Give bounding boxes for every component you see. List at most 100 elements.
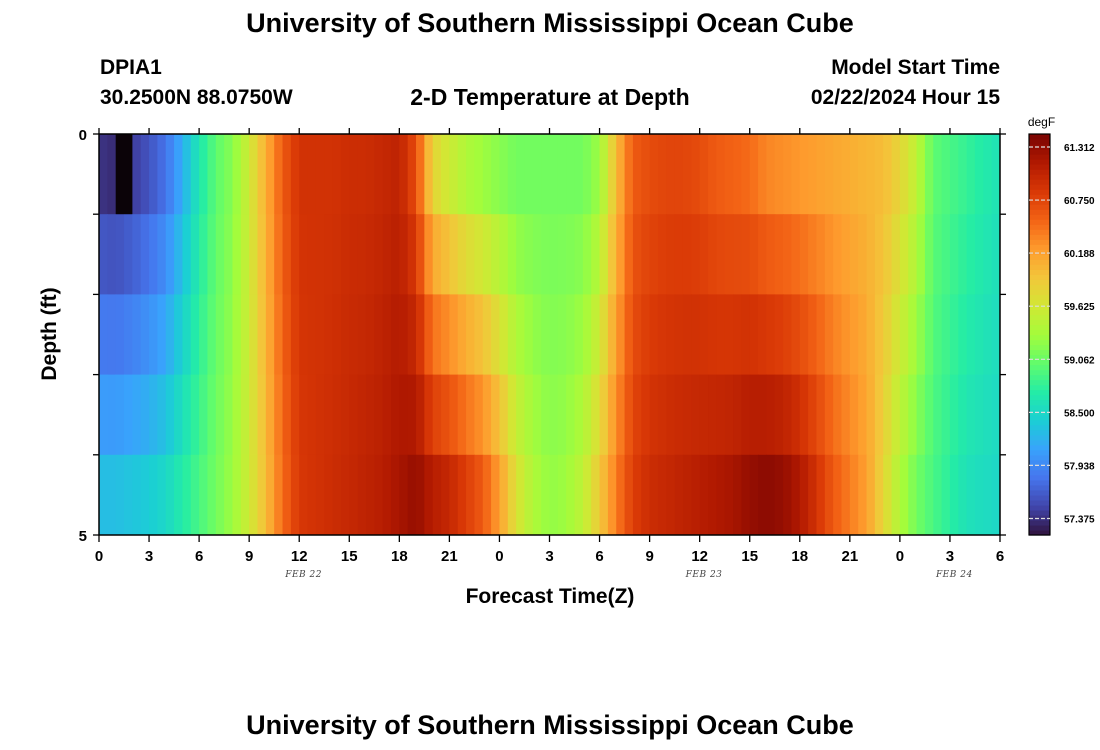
heatmap-cell bbox=[149, 134, 158, 215]
heatmap-cell bbox=[149, 294, 158, 376]
heatmap-cell bbox=[491, 134, 501, 215]
heatmap-cell bbox=[374, 134, 384, 215]
heatmap-cell bbox=[349, 214, 359, 295]
heatmap-cell bbox=[265, 294, 275, 376]
heatmap-cell bbox=[699, 214, 709, 295]
heatmap-cell bbox=[991, 214, 1000, 295]
colorbar-tick-label: 59.062 bbox=[1064, 355, 1095, 366]
heatmap-cell bbox=[599, 134, 609, 215]
heatmap-cell bbox=[908, 454, 918, 535]
colorbar-tick-label: 60.750 bbox=[1064, 196, 1095, 207]
colorbar-segment bbox=[1029, 439, 1050, 446]
heatmap-cell bbox=[641, 294, 651, 376]
colorbar-segment bbox=[1029, 399, 1050, 406]
colorbar-segment bbox=[1029, 279, 1050, 285]
heatmap-cell bbox=[315, 214, 325, 295]
heatmap-cell bbox=[949, 454, 959, 535]
heatmap-cell bbox=[816, 454, 826, 535]
heatmap-cell bbox=[983, 214, 993, 295]
heatmap-cell bbox=[924, 214, 934, 295]
heatmap-cell bbox=[332, 134, 342, 215]
colorbar-segment bbox=[1029, 209, 1050, 215]
heatmap-cell bbox=[207, 134, 217, 215]
heatmap-cell bbox=[190, 454, 200, 535]
x-tick-label: 3 bbox=[946, 548, 954, 565]
heatmap-cell bbox=[340, 294, 350, 376]
heatmap-cell bbox=[107, 374, 117, 456]
heatmap-cell bbox=[365, 134, 375, 215]
heatmap-cell bbox=[165, 134, 175, 215]
heatmap-cell bbox=[274, 214, 284, 295]
heatmap-cell bbox=[140, 454, 150, 535]
heatmap-cell bbox=[257, 214, 267, 295]
heatmap-cell bbox=[899, 134, 909, 215]
heatmap-cell bbox=[132, 134, 142, 215]
heatmap-cell bbox=[340, 214, 350, 295]
heatmap-cell bbox=[733, 214, 742, 295]
heatmap-cell bbox=[749, 374, 759, 456]
heatmap-cell bbox=[482, 374, 492, 456]
heatmap-cell bbox=[466, 214, 476, 295]
heatmap-cell bbox=[891, 214, 901, 295]
date-label-feb-24: FEB 24 bbox=[935, 570, 973, 580]
colorbar-segment bbox=[1029, 369, 1050, 376]
heatmap-cell bbox=[749, 454, 759, 535]
heatmap-cell bbox=[724, 214, 734, 295]
heatmap-cell bbox=[766, 454, 776, 535]
heatmap-cell bbox=[115, 374, 125, 456]
heatmap-cell bbox=[699, 294, 709, 376]
colorbar-segment bbox=[1029, 379, 1050, 386]
heatmap-cell bbox=[816, 374, 826, 456]
heatmap-cell bbox=[774, 214, 784, 295]
heatmap-cell bbox=[274, 294, 284, 376]
heatmap-cell bbox=[616, 294, 626, 376]
heatmap-cell bbox=[524, 454, 534, 535]
heatmap-cell bbox=[833, 374, 843, 456]
heatmap-cell bbox=[407, 214, 417, 295]
heatmap-cell bbox=[299, 454, 309, 535]
heatmap-cell bbox=[682, 294, 692, 376]
heatmap-cell bbox=[382, 294, 392, 376]
heatmap-cell bbox=[482, 214, 492, 295]
heatmap-cell bbox=[432, 214, 442, 295]
colorbar-segment bbox=[1029, 264, 1050, 270]
colorbar-segment bbox=[1029, 139, 1050, 145]
colorbar-segment bbox=[1029, 354, 1050, 361]
heatmap-cell bbox=[491, 294, 501, 376]
heatmap-cell bbox=[816, 294, 826, 376]
heatmap-cell bbox=[365, 294, 375, 376]
heatmap-cell bbox=[416, 294, 425, 376]
heatmap-cell bbox=[924, 454, 934, 535]
heatmap-cell bbox=[916, 134, 926, 215]
heatmap-cell bbox=[516, 134, 526, 215]
heatmap-cell bbox=[674, 214, 684, 295]
heatmap-cell bbox=[524, 134, 534, 215]
heatmap-cell bbox=[190, 294, 200, 376]
heatmap-cell bbox=[916, 374, 926, 456]
heatmap-cell bbox=[624, 374, 634, 456]
heatmap-cell bbox=[958, 454, 968, 535]
heatmap-cell bbox=[641, 374, 651, 456]
heatmap-cell bbox=[149, 214, 158, 295]
heatmap-cell bbox=[674, 374, 684, 456]
heatmap-cell bbox=[474, 134, 484, 215]
heatmap-cell bbox=[849, 134, 859, 215]
heatmap-cell bbox=[157, 134, 167, 215]
heatmap-cell bbox=[140, 374, 150, 456]
heatmap-cell bbox=[324, 374, 334, 456]
heatmap-cell bbox=[649, 214, 659, 295]
heatmap-cell bbox=[499, 134, 509, 215]
colorbar-segment bbox=[1029, 334, 1050, 341]
heatmap-cell bbox=[549, 454, 559, 535]
heatmap-cell bbox=[708, 214, 717, 295]
colorbar-segment bbox=[1029, 229, 1050, 235]
heatmap-cell bbox=[716, 214, 726, 295]
colorbar-segment bbox=[1029, 179, 1050, 185]
heatmap-cell bbox=[532, 134, 542, 215]
heatmap-cell bbox=[708, 294, 717, 376]
heatmap-cell bbox=[799, 214, 809, 295]
x-tick-label: 6 bbox=[996, 548, 1004, 565]
x-tick-label: 15 bbox=[741, 548, 758, 565]
heatmap-cell bbox=[624, 294, 634, 376]
